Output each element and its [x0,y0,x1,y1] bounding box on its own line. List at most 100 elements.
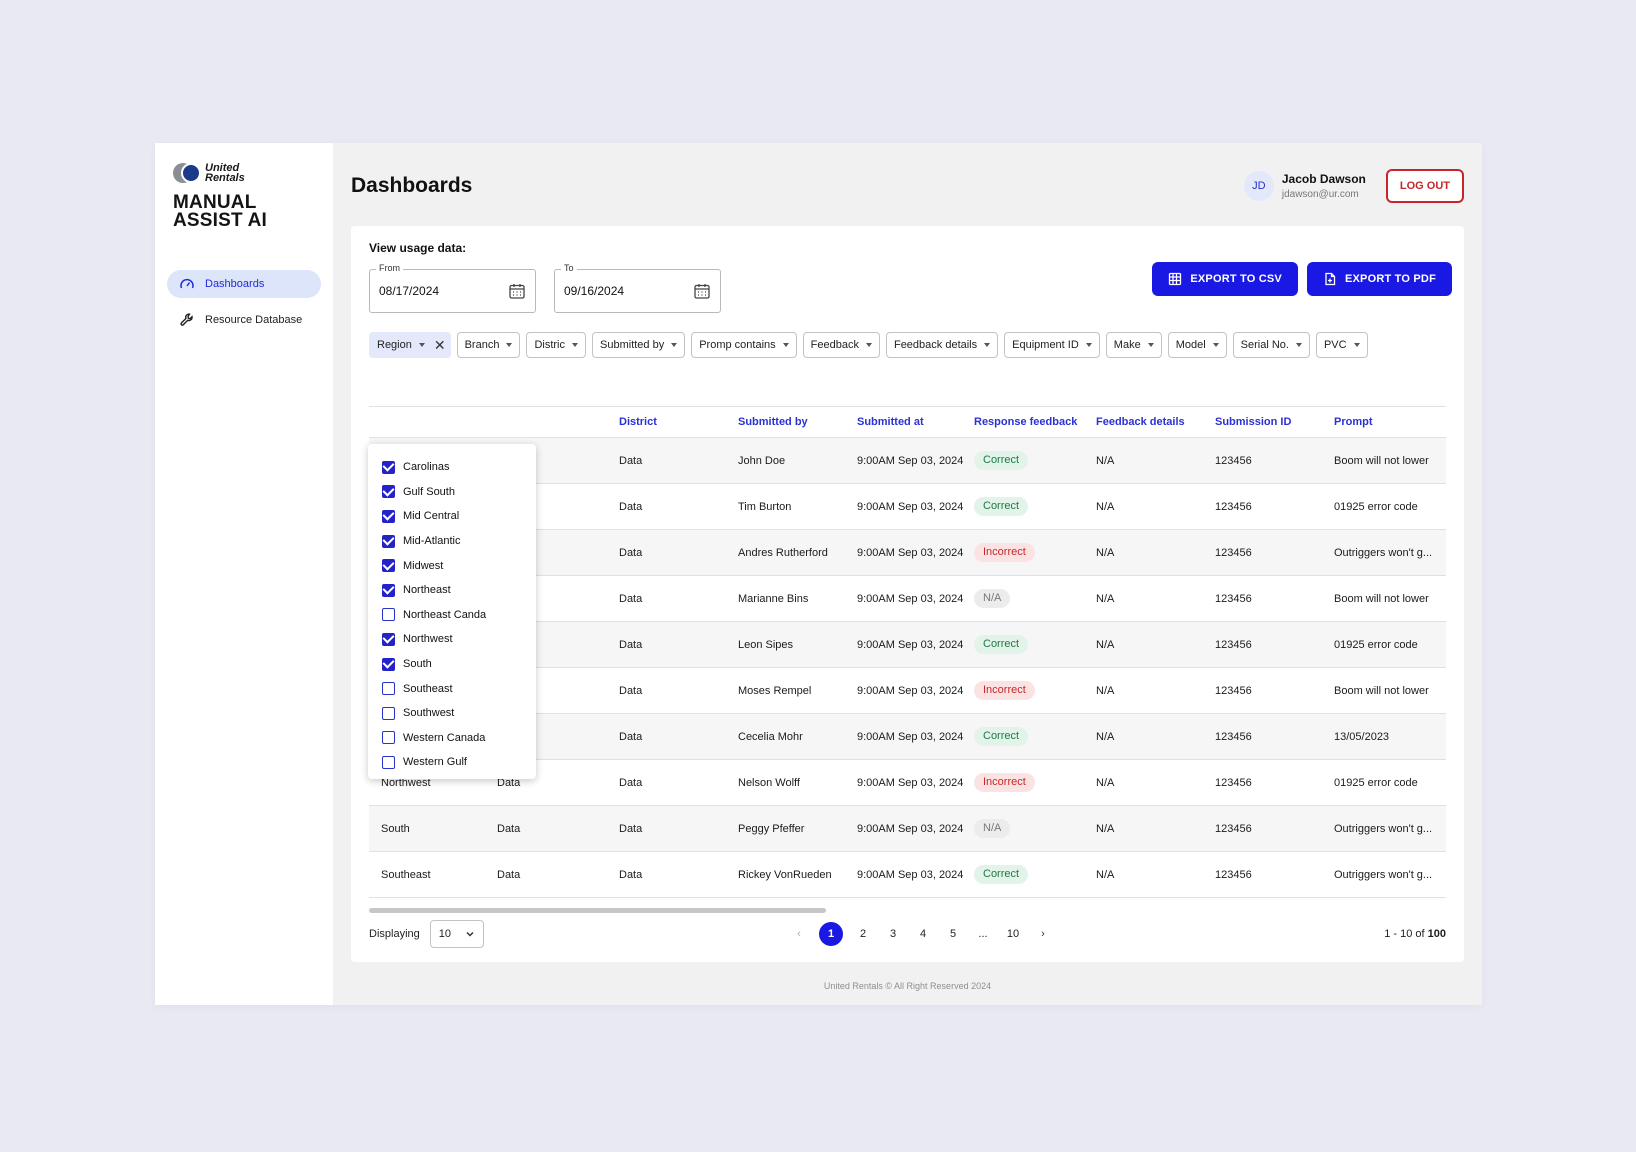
table-cell: N/A [964,589,1084,608]
region-option-label: Western Canada [403,731,486,744]
next-page-icon[interactable]: › [1041,928,1045,940]
checkbox[interactable] [382,534,395,548]
filter-district[interactable]: Distric [526,332,587,358]
checkbox[interactable] [382,583,395,597]
column-header-feedback-details[interactable]: Feedback details [1096,416,1185,428]
column-header-submission-id[interactable]: Submission ID [1215,416,1292,428]
horizontal-scrollbar[interactable] [369,908,826,913]
checkbox[interactable] [382,682,395,696]
region-option-label: Northwest [403,633,453,646]
region-option[interactable]: Gulf South [382,480,522,505]
checkbox[interactable] [382,632,395,646]
page-button[interactable]: 10 [1006,928,1020,940]
checkbox[interactable] [382,485,395,499]
sidebar-item-dashboards[interactable]: Dashboards [167,270,321,298]
page-size-select[interactable]: 10 [429,920,484,948]
table-body: Data John Doe 9:00AM Sep 03, 2024 Correct N/… [369,438,1446,898]
page-button[interactable]: 4 [919,928,927,940]
filter-make[interactable]: Make [1105,332,1162,358]
filter-branch[interactable]: Branch [456,332,521,358]
export-csv-button[interactable]: EXPORT TO CSV [1152,262,1298,296]
region-option-label: Mid Central [403,510,460,523]
column-header-district[interactable]: District [619,416,657,428]
region-option[interactable]: Northeast Canda [382,603,522,628]
column-header-prompt[interactable]: Prompt [1334,416,1373,428]
range-text: 1 - 10 of 100 [1384,928,1446,940]
table-row[interactable]: Data Moses Rempel 9:00AM Sep 03, 2024 Incor… [369,668,1446,714]
calendar-icon[interactable] [693,282,711,300]
close-icon[interactable]: ✕ [433,336,446,353]
filter-equipment-id[interactable]: Equipment ID [1004,332,1100,358]
filter-label: Feedback details [893,339,978,351]
filter-pvc[interactable]: PVC [1315,332,1368,358]
region-option[interactable]: Southeast [382,676,522,701]
checkbox[interactable] [382,460,395,474]
table-cell: Correct [964,451,1084,470]
region-option[interactable]: Mid Central [382,504,522,529]
column-header-response-feedback[interactable]: Response feedback [974,416,1078,428]
table-cell: 9:00AM Sep 03, 2024 [857,546,964,559]
region-option[interactable]: Southwest [382,701,522,726]
checkbox[interactable] [382,608,395,622]
table-row[interactable]: South Data Data Peggy Pfeffer 9:00AM Sep 03,… [369,806,1446,852]
page-button[interactable]: 1 [819,922,843,946]
filter-feedback-details[interactable]: Feedback details [885,332,999,358]
table-cell: 123456 [1215,730,1252,743]
page-button[interactable]: 3 [889,928,897,940]
table-cell: Data [619,684,643,697]
filter-serial-no[interactable]: Serial No. [1232,332,1310,358]
caret-down-icon [865,343,872,347]
logo-mark-icon [173,163,203,183]
table-cell: N/A [1096,684,1115,697]
region-option[interactable]: Midwest [382,553,522,578]
sidebar-item-resource-database[interactable]: Resource Database [167,306,321,334]
filter-label: Region [377,339,412,351]
caret-down-icon [1085,343,1092,347]
region-option[interactable]: Western Canada [382,726,522,751]
checkbox[interactable] [382,755,395,769]
table-row[interactable]: Northeast CanadaDataDataCecelia Mohr9:00… [369,714,1446,760]
checkbox[interactable] [382,657,395,671]
page-button[interactable]: 2 [859,928,867,940]
filter-model[interactable]: Model [1167,332,1227,358]
region-option[interactable]: Northwest [382,627,522,652]
table-row[interactable]: Data Marianne Bins 9:00AM Sep 03, 2024 N/A N… [369,576,1446,622]
table-row[interactable]: Northwest Data Data Nelson Wolff 9:00AM Sep … [369,760,1446,806]
table-row[interactable]: Data John Doe 9:00AM Sep 03, 2024 Correct N/… [369,438,1446,484]
region-option[interactable]: Northeast [382,578,522,603]
logout-button[interactable]: LOG OUT [1385,169,1464,203]
table-row[interactable]: Data Andres Rutherford 9:00AM Sep 03, 2024… [369,530,1446,576]
avatar[interactable]: JD [1243,171,1274,201]
table-row[interactable]: Southeast Data Data Rickey VonRueden 9:00AM … [369,852,1446,898]
region-option[interactable]: Carolinas [382,455,522,480]
filter-feedback[interactable]: Feedback [802,332,880,358]
table-row[interactable]: Data Leon Sipes 9:00AM Sep 03, 2024 Correct… [369,622,1446,668]
region-option-label: Northeast [403,584,451,597]
filter-label: Distric [534,339,566,351]
checkbox[interactable] [382,509,395,523]
to-date-field[interactable]: To 09/16/2024 [554,263,721,313]
filter-prompt-contains[interactable]: Promp contains [691,332,797,358]
column-header-submitted-by[interactable]: Submitted by [738,416,808,428]
region-option[interactable]: Western Gulf [382,750,522,775]
column-header-submitted-at[interactable]: Submitted at [857,416,924,428]
checkbox[interactable] [382,706,395,720]
table-cell: 9:00AM Sep 03, 2024 [857,454,964,467]
region-option-label: Northeast Canda [403,608,487,621]
calendar-icon[interactable] [508,282,526,300]
table-row[interactable]: Data Tim Burton 9:00AM Sep 03, 2024 Correct… [369,484,1446,530]
region-option[interactable]: Mid-Atlantic [382,529,522,554]
filter-region[interactable]: Region ✕ [369,332,451,358]
checkbox[interactable] [382,731,395,745]
caret-down-icon [671,343,678,347]
prev-page-icon[interactable]: ‹ [797,928,801,940]
page-button[interactable]: 5 [949,928,957,940]
filter-submitted-by[interactable]: Submitted by [592,332,686,358]
gauge-icon [180,278,194,289]
from-date-field[interactable]: From 08/17/2024 [369,263,536,313]
region-option[interactable]: South [382,652,522,677]
checkbox[interactable] [382,559,395,573]
table-cell: John Doe [738,454,786,467]
filter-label: Equipment ID [1012,339,1079,351]
export-pdf-button[interactable]: EXPORT TO PDF [1306,262,1452,296]
